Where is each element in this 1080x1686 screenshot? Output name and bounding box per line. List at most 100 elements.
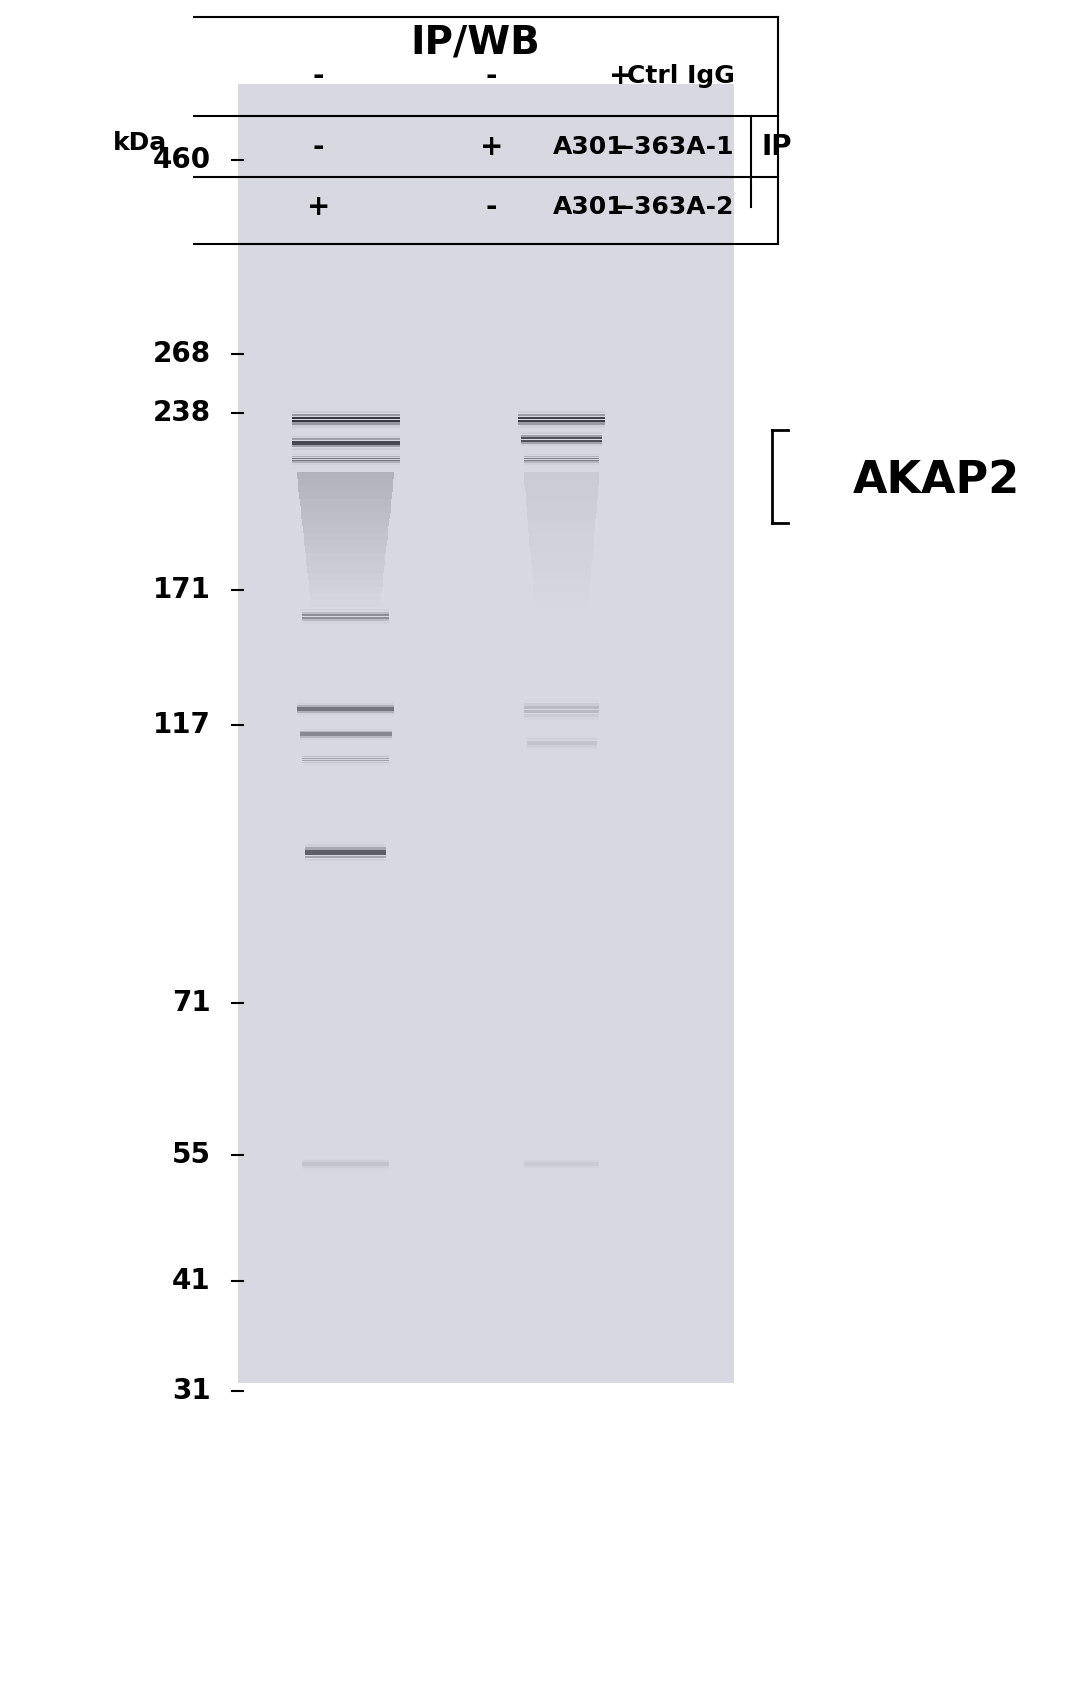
Text: -: -: [486, 62, 497, 89]
Text: IP: IP: [761, 133, 792, 160]
FancyBboxPatch shape: [292, 420, 400, 422]
Text: -: -: [616, 194, 626, 221]
FancyBboxPatch shape: [292, 438, 400, 440]
Text: kDa: kDa: [113, 132, 167, 155]
FancyBboxPatch shape: [300, 732, 392, 733]
FancyBboxPatch shape: [522, 440, 603, 442]
FancyBboxPatch shape: [297, 711, 394, 713]
FancyBboxPatch shape: [518, 411, 605, 413]
FancyBboxPatch shape: [524, 713, 599, 717]
FancyBboxPatch shape: [525, 486, 598, 492]
FancyBboxPatch shape: [292, 425, 400, 428]
Text: +: +: [307, 194, 330, 221]
Text: 460: 460: [152, 147, 211, 174]
FancyBboxPatch shape: [524, 710, 599, 713]
FancyBboxPatch shape: [297, 706, 394, 708]
FancyBboxPatch shape: [302, 1162, 389, 1163]
FancyBboxPatch shape: [292, 440, 400, 443]
Text: -: -: [313, 62, 324, 89]
FancyBboxPatch shape: [518, 423, 605, 425]
FancyBboxPatch shape: [308, 573, 383, 580]
FancyBboxPatch shape: [292, 411, 400, 413]
Text: A301-363A-1: A301-363A-1: [553, 135, 734, 158]
FancyBboxPatch shape: [292, 423, 400, 425]
Text: 171: 171: [152, 577, 211, 604]
FancyBboxPatch shape: [522, 437, 603, 440]
Text: A301-363A-2: A301-363A-2: [553, 196, 734, 219]
FancyBboxPatch shape: [518, 425, 605, 428]
FancyBboxPatch shape: [307, 560, 384, 566]
FancyBboxPatch shape: [524, 1165, 599, 1167]
FancyBboxPatch shape: [302, 757, 389, 759]
FancyBboxPatch shape: [306, 553, 386, 560]
FancyBboxPatch shape: [238, 84, 734, 1383]
FancyBboxPatch shape: [292, 416, 400, 420]
FancyBboxPatch shape: [305, 846, 387, 850]
FancyBboxPatch shape: [518, 413, 605, 416]
Text: 268: 268: [152, 341, 211, 368]
FancyBboxPatch shape: [302, 760, 389, 762]
FancyBboxPatch shape: [526, 499, 597, 506]
Text: 238: 238: [152, 400, 211, 427]
Text: -: -: [616, 133, 626, 160]
FancyBboxPatch shape: [298, 486, 393, 492]
Text: IP/WB: IP/WB: [410, 24, 540, 61]
FancyBboxPatch shape: [292, 462, 400, 464]
FancyBboxPatch shape: [302, 519, 389, 526]
Text: -: -: [486, 194, 497, 221]
Text: Ctrl IgG: Ctrl IgG: [626, 64, 734, 88]
FancyBboxPatch shape: [303, 533, 388, 540]
FancyBboxPatch shape: [292, 443, 400, 445]
FancyBboxPatch shape: [524, 472, 599, 479]
FancyBboxPatch shape: [297, 710, 394, 711]
FancyBboxPatch shape: [302, 617, 389, 619]
FancyBboxPatch shape: [305, 850, 387, 853]
Text: 41: 41: [172, 1268, 211, 1295]
FancyBboxPatch shape: [299, 492, 392, 499]
FancyBboxPatch shape: [524, 462, 599, 464]
FancyBboxPatch shape: [292, 445, 400, 447]
Text: -: -: [313, 133, 324, 160]
FancyBboxPatch shape: [522, 435, 603, 437]
Text: 117: 117: [152, 711, 211, 738]
Text: 55: 55: [172, 1141, 211, 1168]
FancyBboxPatch shape: [292, 457, 400, 459]
Text: 71: 71: [172, 990, 211, 1017]
FancyBboxPatch shape: [301, 513, 390, 519]
FancyBboxPatch shape: [292, 455, 400, 457]
FancyBboxPatch shape: [305, 856, 387, 858]
FancyBboxPatch shape: [305, 546, 387, 553]
FancyBboxPatch shape: [524, 455, 599, 457]
FancyBboxPatch shape: [300, 499, 391, 506]
FancyBboxPatch shape: [300, 730, 392, 732]
FancyBboxPatch shape: [522, 442, 603, 443]
FancyBboxPatch shape: [527, 744, 597, 745]
FancyBboxPatch shape: [297, 472, 394, 479]
FancyBboxPatch shape: [527, 506, 596, 513]
Text: +: +: [480, 133, 503, 160]
FancyBboxPatch shape: [524, 703, 599, 706]
FancyBboxPatch shape: [302, 762, 389, 764]
FancyBboxPatch shape: [527, 740, 597, 744]
FancyBboxPatch shape: [305, 853, 387, 855]
FancyBboxPatch shape: [307, 566, 384, 573]
FancyBboxPatch shape: [302, 612, 389, 614]
FancyBboxPatch shape: [305, 540, 387, 546]
FancyBboxPatch shape: [298, 479, 393, 486]
FancyBboxPatch shape: [518, 416, 605, 420]
Text: AKAP2: AKAP2: [853, 459, 1021, 502]
FancyBboxPatch shape: [525, 479, 598, 486]
FancyBboxPatch shape: [302, 526, 389, 533]
Text: +: +: [609, 62, 633, 89]
FancyBboxPatch shape: [292, 413, 400, 416]
FancyBboxPatch shape: [524, 706, 599, 710]
FancyBboxPatch shape: [302, 1165, 389, 1167]
FancyBboxPatch shape: [527, 513, 596, 519]
FancyBboxPatch shape: [524, 457, 599, 459]
FancyBboxPatch shape: [524, 1162, 599, 1163]
FancyBboxPatch shape: [300, 735, 392, 737]
FancyBboxPatch shape: [302, 619, 389, 620]
FancyBboxPatch shape: [518, 420, 605, 422]
Text: 31: 31: [172, 1377, 211, 1404]
FancyBboxPatch shape: [300, 506, 391, 513]
